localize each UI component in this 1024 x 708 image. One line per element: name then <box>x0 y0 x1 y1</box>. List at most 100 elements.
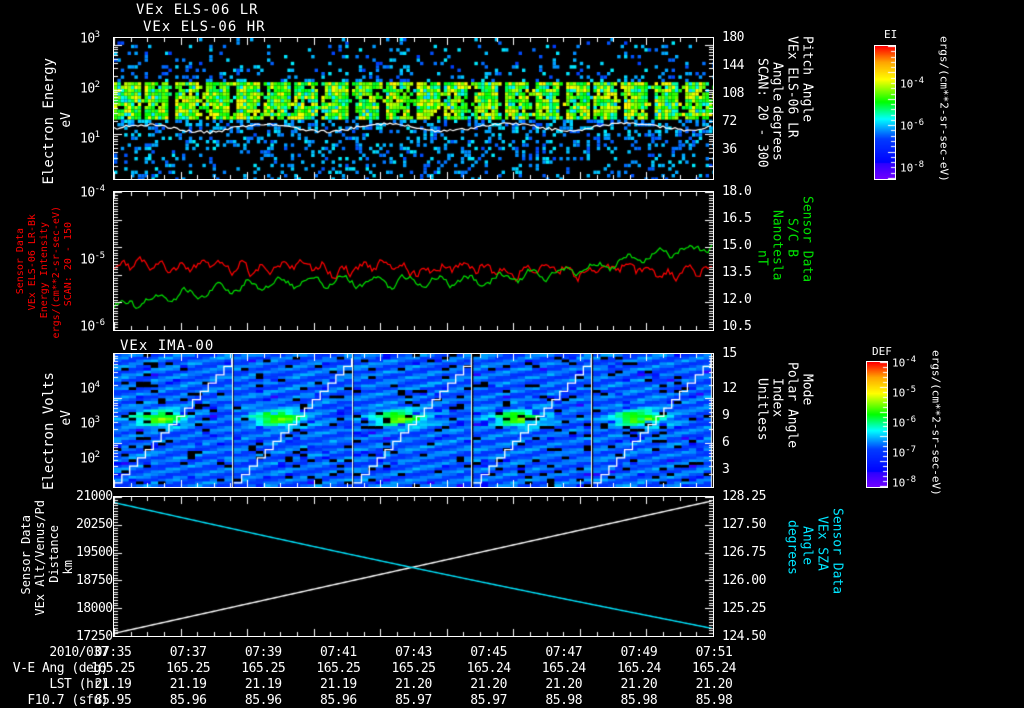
footer-cell-times-2: 07:39 <box>244 645 282 660</box>
footer-cell-lst-7: 21.20 <box>620 677 658 692</box>
panel3-left-axis-label: Electron Volts <box>41 372 57 491</box>
panel4-left-label-4: km <box>61 560 75 575</box>
panel4-left-label-1: Sensor Data <box>19 515 33 595</box>
panel1-ytick-2: 101 <box>80 130 100 147</box>
footer-cell-f107-6: 85.98 <box>545 693 583 708</box>
panel1-right-axis-label-1: Pitch Angle <box>799 36 815 123</box>
panel2-y2tick-3: 13.5 <box>722 265 752 280</box>
footer-cell-ve_ang-4: 165.25 <box>391 661 436 676</box>
footer-cell-lst-2: 21.19 <box>244 677 282 692</box>
panel1-y2tick-4: 36 <box>722 142 737 157</box>
panel2-left-label-2: VEx ELS-06 LR-Bk <box>27 214 38 311</box>
panel2-y2tick-1: 16.5 <box>722 211 752 226</box>
panel3-y2tick-1: 12 <box>722 381 737 396</box>
footer-cell-ve_ang-1: 165.25 <box>166 661 211 676</box>
panel4-y2tick-4: 125.25 <box>722 601 766 616</box>
footer-cell-f107-4: 85.97 <box>395 693 432 708</box>
panel3-ytick-2: 102 <box>80 450 100 467</box>
panel3-plot-area[interactable] <box>113 353 714 488</box>
panel3-right-label-2: Polar Angle <box>784 362 800 449</box>
panel3-colorbar-units: ergs/(cm**2-sr-sec-eV) <box>929 350 943 496</box>
footer-cell-ve_ang-8: 165.24 <box>692 661 736 676</box>
panel2-right-label-3: Nanotesla <box>769 210 785 281</box>
panel4-plot-area[interactable] <box>113 496 714 637</box>
panel3-colorbar-tick-1: 10-5 <box>892 385 917 400</box>
footer-cell-lst-8: 21.20 <box>695 677 733 692</box>
footer-cell-times-8: 07:51 <box>695 645 733 660</box>
panel2-y2tick-5: 10.5 <box>722 319 752 334</box>
footer-cell-lst-4: 21.20 <box>395 677 432 692</box>
panel3-right-label-1: Mode <box>799 374 815 406</box>
panel3-y2tick-2: 9 <box>722 408 730 423</box>
panel2-ytick-0: 10-4 <box>80 184 105 201</box>
footer-cell-f107-5: 85.97 <box>470 693 507 708</box>
footer-cell-ve_ang-2: 165.25 <box>241 661 286 676</box>
panel2-right-label-1: Sensor Data <box>799 196 815 283</box>
panel4-ytick-5: 17250 <box>76 629 113 644</box>
panel3-colorbar-tick-0: 10-4 <box>892 355 917 370</box>
panel1-y2tick-2: 108 <box>722 86 744 101</box>
panel4-y2tick-0: 128.25 <box>722 489 766 504</box>
panel4-left-label-3: Distance <box>47 525 61 583</box>
panel2-plot-area[interactable] <box>113 191 714 331</box>
panel1-title-lr: VEx ELS-06 LR <box>136 2 259 18</box>
footer-cell-lst-1: 21.19 <box>169 677 207 692</box>
panel4-ytick-1: 20250 <box>76 517 113 532</box>
panel3-y2tick-4: 3 <box>722 462 730 477</box>
panel2-left-label-5: SCAN: 20 - 150 <box>63 222 74 307</box>
footer-cell-times-6: 07:47 <box>545 645 583 660</box>
footer-cell-f107-2: 85.96 <box>244 693 282 708</box>
panel1-ytick-0: 103 <box>80 30 100 47</box>
panel1-colorbar <box>874 45 896 180</box>
panel1-left-axis-units: eV <box>59 112 74 128</box>
panel1-colorbar-tick-0: 10-4 <box>900 76 925 91</box>
footer-row-label-2: LST (hr) <box>49 677 108 692</box>
panel1-ytick-1: 102 <box>80 80 100 97</box>
panel4-ytick-2: 19500 <box>76 545 113 560</box>
panel1-y2tick-0: 180 <box>722 30 744 45</box>
footer-cell-times-3: 07:41 <box>320 645 357 660</box>
footer-cell-f107-8: 85.98 <box>695 693 733 708</box>
panel2-y2tick-2: 15.0 <box>722 238 752 253</box>
panel1-right-axis-label-5: SCAN: 20 - 300 <box>754 58 770 168</box>
panel2-right-label-2: S/C B <box>784 218 800 258</box>
panel4-right-label-4: degrees <box>784 520 800 575</box>
footer-cell-ve_ang-7: 165.24 <box>616 661 661 676</box>
footer-cell-times-0: 07:35 <box>94 645 132 660</box>
footer-row-label-1: V-E Ang (deg) <box>12 661 109 676</box>
panel3-colorbar-tick-2: 10-6 <box>892 415 917 430</box>
footer-cell-ve_ang-6: 165.24 <box>541 661 586 676</box>
panel3-y2tick-3: 6 <box>722 435 730 450</box>
panel3-colorbar-tick-4: 10-8 <box>892 475 917 490</box>
panel2-left-label-3: Energy Intensity <box>39 222 50 319</box>
panel1-right-axis-label-4: degrees <box>769 106 785 161</box>
panel1-plot-area[interactable] <box>113 37 714 180</box>
panel2-right-label-4: nT <box>754 250 770 266</box>
panel2-ytick-2: 10-6 <box>80 318 105 335</box>
footer-cell-times-5: 07:45 <box>470 645 507 660</box>
panel3-right-label-4: Unitless <box>754 378 770 441</box>
panel1-right-axis-label-2: VEx ELS-06 LR <box>784 36 800 138</box>
panel2-left-label-1: Sensor Data <box>15 228 26 295</box>
footer-cell-times-7: 07:49 <box>620 645 658 660</box>
footer-cell-lst-5: 21.20 <box>470 677 507 692</box>
panel4-ytick-3: 18750 <box>76 573 113 588</box>
panel1-colorbar-units: ergs/(cm**2-sr-sec-eV) <box>937 36 951 182</box>
panel3-colorbar <box>866 361 888 488</box>
footer-cell-times-1: 07:37 <box>169 645 207 660</box>
footer-cell-lst-3: 21.19 <box>320 677 357 692</box>
footer-row-label-0: 2010/037 <box>49 645 108 660</box>
panel4-right-label-2: VEx SZA <box>814 516 830 571</box>
panel1-right-axis-label-3: Angle <box>769 62 785 102</box>
panel4-ytick-0: 21000 <box>76 489 113 504</box>
panel2-y2tick-0: 18.0 <box>722 184 752 199</box>
panel4-ytick-4: 18000 <box>76 601 113 616</box>
panel1-colorbar-tick-2: 10-8 <box>900 160 925 175</box>
panel1-y2tick-3: 72 <box>722 114 737 129</box>
panel1-left-axis-label: Electron Energy <box>41 58 57 185</box>
panel4-right-label-3: Angle <box>799 526 815 566</box>
footer-cell-times-4: 07:43 <box>395 645 432 660</box>
panel1-colorbar-title: EI <box>884 28 898 41</box>
panel3-right-label-3: Index <box>769 378 785 418</box>
panel2-left-label-4: ergs/(cm**2-sr-sec-eV) <box>51 206 62 339</box>
